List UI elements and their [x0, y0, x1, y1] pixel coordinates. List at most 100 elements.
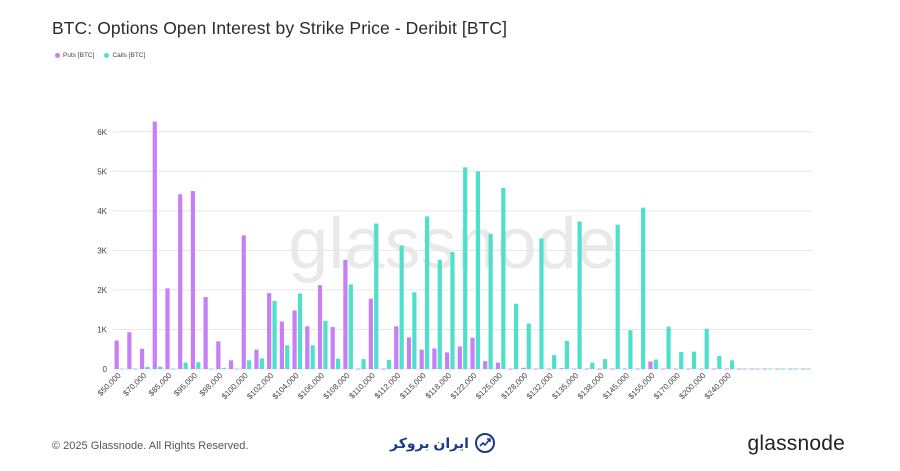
bar-puts[interactable] — [190, 191, 196, 369]
bar-calls[interactable] — [615, 224, 620, 369]
bar-calls[interactable] — [145, 367, 150, 369]
bar-calls[interactable] — [552, 355, 557, 369]
bar-calls[interactable] — [208, 368, 214, 370]
bar-puts[interactable] — [457, 346, 462, 369]
bar-puts[interactable] — [737, 368, 742, 370]
legend-item-calls[interactable]: Calls [BTC] — [104, 52, 145, 59]
bar-puts[interactable] — [343, 259, 348, 369]
bar-calls[interactable] — [526, 323, 531, 369]
bar-calls[interactable] — [602, 359, 608, 369]
bar-calls[interactable] — [399, 245, 404, 369]
bar-calls[interactable] — [501, 187, 506, 369]
bar-puts[interactable] — [317, 285, 323, 369]
bar-calls[interactable] — [386, 359, 392, 369]
bar-puts[interactable] — [305, 326, 310, 369]
bar-calls[interactable] — [361, 359, 366, 369]
bar-calls[interactable] — [310, 345, 315, 369]
bar-puts[interactable] — [648, 361, 653, 369]
bar-calls[interactable] — [297, 293, 303, 369]
bar-calls[interactable] — [679, 352, 684, 369]
bar-calls[interactable] — [170, 368, 175, 370]
bar-puts[interactable] — [800, 368, 806, 370]
bar-puts[interactable] — [254, 349, 259, 369]
bar-calls[interactable] — [768, 368, 773, 370]
bar-puts[interactable] — [546, 368, 551, 370]
bar-puts[interactable] — [356, 368, 361, 370]
bar-puts[interactable] — [584, 368, 589, 370]
bar-puts[interactable] — [267, 293, 272, 369]
bar-calls[interactable] — [488, 233, 493, 369]
bar-calls[interactable] — [463, 167, 468, 369]
bar-calls[interactable] — [742, 368, 747, 370]
bar-calls[interactable] — [793, 368, 798, 370]
bar-puts[interactable] — [444, 352, 450, 369]
bar-puts[interactable] — [394, 326, 399, 369]
bar-puts[interactable] — [330, 327, 335, 369]
bar-puts[interactable] — [483, 361, 488, 369]
bar-calls[interactable] — [653, 359, 658, 369]
bar-calls[interactable] — [272, 300, 277, 369]
bar-calls[interactable] — [450, 251, 455, 369]
bar-puts[interactable] — [495, 362, 501, 369]
bar-puts[interactable] — [762, 368, 767, 370]
bar-calls[interactable] — [755, 368, 760, 370]
bar-calls[interactable] — [158, 366, 163, 369]
bar-calls[interactable] — [336, 358, 341, 369]
bar-calls[interactable] — [704, 328, 709, 369]
bar-puts[interactable] — [368, 298, 373, 369]
bar-calls[interactable] — [221, 367, 226, 369]
bar-calls[interactable] — [132, 368, 137, 370]
bar-puts[interactable] — [381, 368, 386, 370]
bar-puts[interactable] — [152, 121, 157, 370]
bar-calls[interactable] — [513, 303, 519, 369]
bar-puts[interactable] — [406, 337, 412, 369]
bar-calls[interactable] — [628, 330, 633, 369]
bar-puts[interactable] — [559, 368, 564, 370]
bar-puts[interactable] — [635, 368, 640, 370]
bar-puts[interactable] — [178, 194, 183, 369]
bar-puts[interactable] — [432, 348, 437, 369]
bar-calls[interactable] — [564, 340, 569, 369]
bar-puts[interactable] — [533, 368, 539, 370]
bar-puts[interactable] — [292, 310, 297, 369]
bar-puts[interactable] — [203, 297, 208, 369]
bar-calls[interactable] — [119, 368, 125, 370]
bar-puts[interactable] — [127, 332, 132, 369]
bar-puts[interactable] — [572, 368, 577, 370]
bar-calls[interactable] — [666, 326, 671, 369]
bar-calls[interactable] — [806, 368, 811, 370]
bar-calls[interactable] — [475, 171, 481, 369]
bar-puts[interactable] — [724, 368, 729, 370]
bar-puts[interactable] — [661, 368, 666, 370]
bar-puts[interactable] — [750, 368, 755, 370]
bar-puts[interactable] — [241, 235, 246, 369]
bar-calls[interactable] — [437, 259, 442, 369]
bar-calls[interactable] — [691, 351, 697, 369]
bar-puts[interactable] — [622, 368, 628, 370]
bar-calls[interactable] — [196, 362, 201, 369]
bar-puts[interactable] — [165, 288, 170, 369]
bar-calls[interactable] — [247, 360, 252, 369]
bar-puts[interactable] — [139, 348, 145, 369]
bar-puts[interactable] — [686, 368, 691, 370]
bar-calls[interactable] — [183, 362, 188, 369]
bar-calls[interactable] — [424, 216, 430, 369]
bar-calls[interactable] — [577, 221, 582, 369]
bar-puts[interactable] — [673, 368, 678, 370]
bar-puts[interactable] — [597, 368, 602, 370]
bar-calls[interactable] — [780, 368, 786, 370]
bar-calls[interactable] — [539, 238, 544, 369]
bar-puts[interactable] — [470, 337, 475, 369]
bar-calls[interactable] — [234, 368, 239, 370]
bar-puts[interactable] — [228, 360, 234, 369]
bar-calls[interactable] — [285, 345, 290, 369]
bar-calls[interactable] — [374, 223, 379, 370]
bar-calls[interactable] — [348, 284, 353, 369]
bar-puts[interactable] — [699, 368, 704, 370]
bar-puts[interactable] — [419, 349, 424, 369]
bar-puts[interactable] — [216, 341, 221, 369]
bar-puts[interactable] — [610, 368, 615, 370]
bar-calls[interactable] — [717, 355, 722, 369]
bar-calls[interactable] — [259, 358, 264, 369]
bar-calls[interactable] — [590, 362, 595, 369]
